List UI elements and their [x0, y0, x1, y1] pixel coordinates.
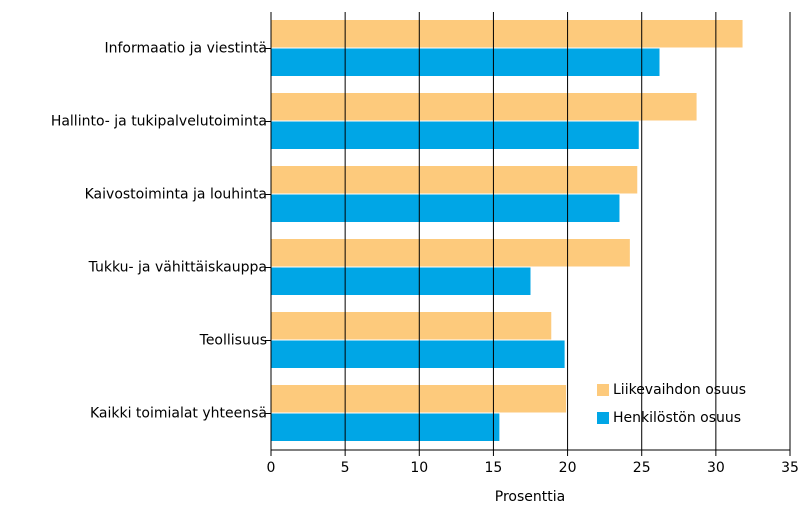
x-tick-label: 25 — [633, 460, 651, 476]
bar — [271, 121, 639, 149]
y-tick-label: Hallinto- ja tukipalvelutoiminta — [51, 114, 267, 130]
legend-swatch — [597, 384, 609, 396]
y-tick-label: Kaivostoiminta ja louhinta — [85, 187, 267, 203]
x-tick-label: 30 — [707, 460, 725, 476]
x-tick-label: 35 — [781, 460, 799, 476]
x-tick-label: 10 — [410, 460, 428, 476]
x-tick-label: 15 — [485, 460, 503, 476]
y-tick-label: Teollisuus — [199, 333, 267, 349]
bar — [271, 194, 620, 222]
legend-swatch — [597, 412, 609, 424]
y-tick-label: Kaikki toimialat yhteensä — [90, 406, 267, 422]
bar — [271, 413, 500, 441]
bar — [271, 20, 743, 48]
bar — [271, 239, 630, 267]
x-tick-label: 5 — [341, 460, 350, 476]
y-tick-label: Informaatio ja viestintä — [104, 41, 267, 57]
x-tick-label: 20 — [559, 460, 577, 476]
bar — [271, 385, 567, 413]
x-axis-label: Prosenttia — [495, 489, 565, 505]
x-tick-label: 0 — [267, 460, 276, 476]
bar — [271, 48, 660, 76]
bar — [271, 267, 531, 295]
bar — [271, 312, 552, 340]
legend-label: Henkilöstön osuus — [613, 410, 741, 426]
bar — [271, 166, 638, 194]
bar — [271, 93, 697, 121]
bar — [271, 340, 565, 368]
legend-label: Liikevaihdon osuus — [613, 382, 746, 398]
y-tick-label: Tukku- ja vähittäiskauppa — [88, 260, 267, 276]
